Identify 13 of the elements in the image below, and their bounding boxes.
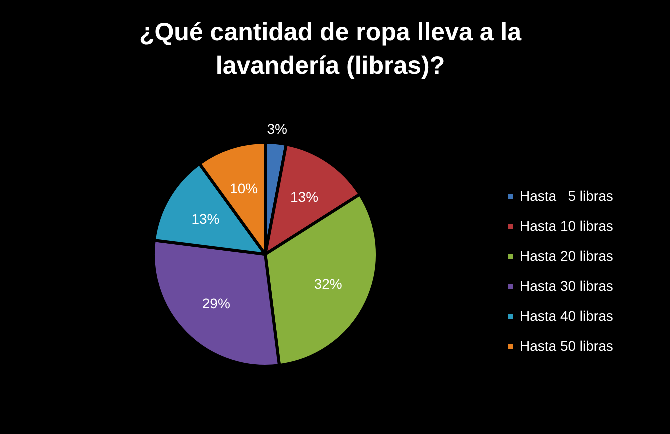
data-label: 3% bbox=[267, 121, 288, 138]
legend-label: Hasta 10 libras bbox=[520, 218, 614, 234]
legend-label: Hasta 40 libras bbox=[520, 308, 614, 324]
data-label: 13% bbox=[192, 211, 220, 228]
legend-label: Hasta 5 libras bbox=[520, 188, 614, 204]
legend-label: Hasta 20 libras bbox=[520, 248, 614, 264]
legend-label: Hasta 30 libras bbox=[520, 278, 614, 294]
legend-label: Hasta 50 libras bbox=[520, 338, 614, 354]
data-label: 13% bbox=[290, 189, 319, 206]
data-label: 32% bbox=[314, 276, 342, 292]
chart-title: ¿Qué cantidad de ropa lleva a la lavandería (libras)? bbox=[139, 18, 523, 80]
data-label: 10% bbox=[230, 180, 258, 196]
data-label: 29% bbox=[202, 296, 230, 312]
